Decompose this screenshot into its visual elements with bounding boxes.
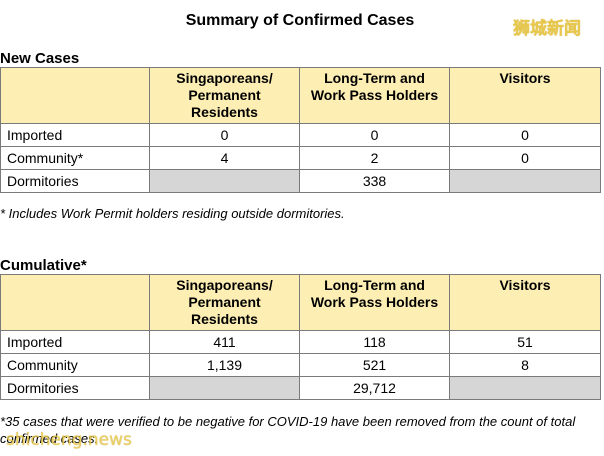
cell-long-term: 29,712 bbox=[299, 376, 450, 400]
cell-singaporeans-empty bbox=[149, 169, 300, 193]
row-label: Imported bbox=[0, 123, 150, 147]
cell-singaporeans: 1,139 bbox=[149, 353, 300, 377]
cell-singaporeans: 411 bbox=[149, 330, 300, 354]
cell-singaporeans: 0 bbox=[149, 123, 300, 147]
row-label: Community* bbox=[0, 146, 150, 170]
new-cases-heading: New Cases bbox=[0, 50, 80, 67]
table-row: Community* 4 2 0 bbox=[0, 146, 601, 170]
watermark-bottom: shicheng.news bbox=[6, 430, 132, 450]
watermark-top: 狮城新闻 bbox=[513, 19, 581, 39]
row-label: Dormitories bbox=[0, 376, 150, 400]
cumulative-heading: Cumulative* bbox=[0, 257, 87, 274]
table-header-row: Singaporeans/ Permanent Residents Long-T… bbox=[0, 67, 601, 124]
header-corner bbox=[0, 274, 150, 331]
header-long-term: Long-Term and Work Pass Holders bbox=[299, 274, 450, 331]
new-cases-table: Singaporeans/ Permanent Residents Long-T… bbox=[0, 67, 601, 193]
cell-visitors-empty bbox=[449, 376, 601, 400]
header-visitors: Visitors bbox=[449, 67, 601, 124]
cumulative-footnote: *35 cases that were verified to be negat… bbox=[0, 414, 576, 446]
cell-singaporeans: 4 bbox=[149, 146, 300, 170]
header-singaporeans: Singaporeans/ Permanent Residents bbox=[149, 274, 300, 331]
cumulative-table: Singaporeans/ Permanent Residents Long-T… bbox=[0, 274, 601, 400]
table-row: Community 1,139 521 8 bbox=[0, 353, 601, 377]
cell-singaporeans-empty bbox=[149, 376, 300, 400]
cell-long-term: 521 bbox=[299, 353, 450, 377]
cell-long-term: 2 bbox=[299, 146, 450, 170]
table-header-row: Singaporeans/ Permanent Residents Long-T… bbox=[0, 274, 601, 331]
table-row: Dormitories 29,712 bbox=[0, 376, 601, 400]
header-corner bbox=[0, 67, 150, 124]
header-visitors: Visitors bbox=[449, 274, 601, 331]
row-label: Imported bbox=[0, 330, 150, 354]
cell-visitors: 0 bbox=[449, 123, 601, 147]
cell-visitors: 0 bbox=[449, 146, 601, 170]
row-label: Community bbox=[0, 353, 150, 377]
table-row: Imported 0 0 0 bbox=[0, 123, 601, 147]
header-singaporeans: Singaporeans/ Permanent Residents bbox=[149, 67, 300, 124]
cell-visitors-empty bbox=[449, 169, 601, 193]
cell-long-term: 0 bbox=[299, 123, 450, 147]
cell-visitors: 8 bbox=[449, 353, 601, 377]
table-row: Dormitories 338 bbox=[0, 169, 601, 193]
page-title: Summary of Confirmed Cases bbox=[185, 12, 415, 29]
cell-long-term: 118 bbox=[299, 330, 450, 354]
cell-long-term: 338 bbox=[299, 169, 450, 193]
new-cases-footnote: * Includes Work Permit holders residing … bbox=[0, 206, 345, 221]
table-row: Imported 411 118 51 bbox=[0, 330, 601, 354]
row-label: Dormitories bbox=[0, 169, 150, 193]
header-long-term: Long-Term and Work Pass Holders bbox=[299, 67, 450, 124]
cell-visitors: 51 bbox=[449, 330, 601, 354]
